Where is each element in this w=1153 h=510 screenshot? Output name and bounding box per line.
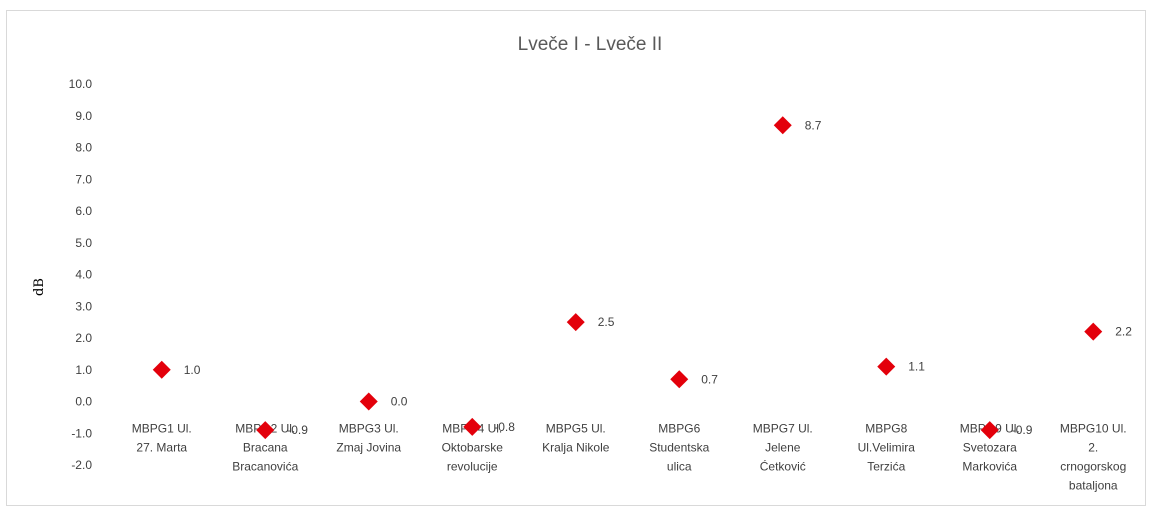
data-labels: 1.0 -0.9 0.0 -0.8 2.5 0.7 8.7 1.1 -0.9 2.2 (184, 118, 1133, 437)
data-point-marker (773, 116, 792, 135)
data-label: 2.5 (598, 315, 615, 329)
data-point-marker (256, 421, 275, 440)
y-tick-label: 5.0 (75, 236, 92, 250)
chart-title: Lveče I - Lveče II (518, 34, 663, 55)
y-tick-label: 1.0 (75, 363, 92, 377)
data-point-marker (1084, 322, 1103, 341)
category-label: MBPG4 Ul. Oktobarske revolucije (442, 422, 504, 474)
y-tick-label: 10.0 (69, 77, 93, 91)
category-label: MBPG5 Ul. Kralja Nikole (542, 422, 610, 455)
y-tick-label: -1.0 (71, 426, 92, 440)
data-label: 2.2 (1115, 325, 1132, 339)
chart-frame (6, 10, 1146, 506)
data-label: 8.7 (805, 118, 822, 132)
y-tick-label: 7.0 (75, 172, 92, 186)
y-tick-label: 6.0 (75, 204, 92, 218)
y-tick-label: 9.0 (75, 109, 92, 123)
category-label: MBPG6 Studentska ulica (649, 422, 709, 474)
data-point-marker (152, 360, 171, 379)
category-label: MBPG8 Ul.Velimira Terzića (858, 422, 916, 474)
data-point-marker (670, 370, 689, 389)
y-axis-label: dB (32, 278, 47, 296)
data-markers (152, 116, 1103, 440)
data-label: 0.7 (701, 372, 718, 386)
y-tick-label: 8.0 (75, 141, 92, 155)
category-label: MBPG10 Ul. 2. crnogorskog bataljona (1060, 422, 1127, 493)
data-point-marker (980, 421, 999, 440)
data-label: -0.8 (494, 420, 515, 434)
data-label: 0.0 (391, 395, 408, 409)
y-axis: -2.0 -1.0 0.0 1.0 2.0 3.0 4.0 5.0 6.0 7.0 8.0 9.0 10… (69, 77, 93, 472)
data-label: -0.9 (287, 423, 308, 437)
y-tick-label: 3.0 (75, 299, 92, 313)
category-label: MBPG7 Ul. Jelene Ćetković (753, 422, 813, 474)
category-label: MBPG1 Ul. 27. Marta (132, 422, 192, 455)
data-point-marker (877, 357, 896, 376)
data-point-marker (566, 313, 585, 332)
data-point-marker (463, 417, 482, 436)
data-point-marker (359, 392, 378, 411)
y-tick-label: -2.0 (71, 458, 92, 472)
y-tick-label: 4.0 (75, 268, 92, 282)
data-label: -0.9 (1012, 423, 1033, 437)
category-label: MBPG3 Ul. Zmaj Jovina (336, 422, 401, 455)
y-tick-label: 2.0 (75, 331, 92, 345)
data-label: 1.1 (908, 360, 925, 374)
y-tick-label: 0.0 (75, 395, 92, 409)
data-label: 1.0 (184, 363, 201, 377)
